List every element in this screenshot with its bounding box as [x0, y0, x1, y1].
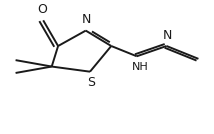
Text: O: O [37, 3, 47, 16]
Text: N: N [163, 29, 172, 42]
Text: N: N [82, 13, 92, 26]
Text: S: S [87, 76, 95, 89]
Text: NH: NH [132, 62, 148, 72]
